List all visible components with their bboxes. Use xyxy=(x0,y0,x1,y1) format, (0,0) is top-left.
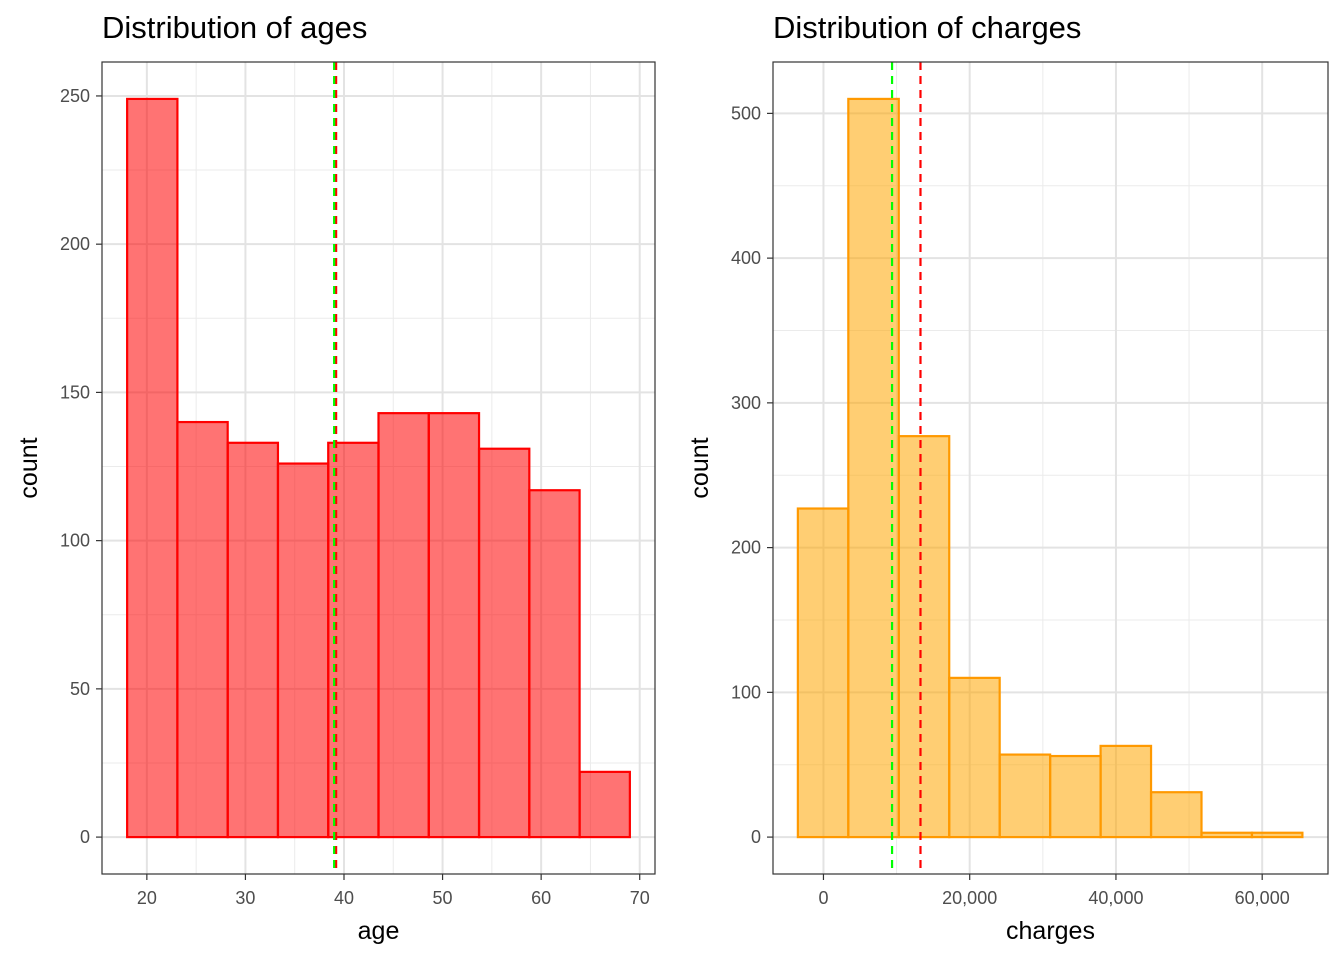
histogram-bar xyxy=(1250,831,1304,839)
histogram-bar xyxy=(578,770,631,839)
y-tick-label: 0 xyxy=(751,827,761,847)
y-tick-label: 500 xyxy=(731,103,761,123)
y-tick-label: 100 xyxy=(60,531,90,551)
y-tick-label: 200 xyxy=(731,538,761,558)
histogram-bar xyxy=(226,441,280,839)
y-axis-label: count xyxy=(15,437,43,498)
x-tick-label: 50 xyxy=(433,888,453,908)
x-tick-label: 30 xyxy=(235,888,255,908)
histogram-bar xyxy=(897,435,951,839)
histogram-bar xyxy=(276,462,330,839)
histogram-bar xyxy=(998,753,1052,839)
plot-frame xyxy=(101,61,656,875)
histogram-bar xyxy=(948,676,1001,839)
x-axis-label: age xyxy=(358,917,400,945)
y-axis-ticks: 0 100 200 300 400 500 xyxy=(731,103,773,847)
chart-title: Distribution of ages xyxy=(102,10,367,45)
plot-frame xyxy=(772,61,1329,875)
y-tick-label: 100 xyxy=(731,682,761,702)
age-histogram-panel: Distribution of ages 20 30 40 50 60 70 0 50 100… xyxy=(15,10,656,945)
histogram-bar xyxy=(427,412,481,839)
x-tick-label: 40,000 xyxy=(1088,888,1143,908)
histogram-bar xyxy=(1149,791,1203,839)
x-tick-label: 20,000 xyxy=(942,888,997,908)
histogram-bar xyxy=(377,412,430,839)
x-tick-label: 40 xyxy=(334,888,354,908)
charges-histogram-panel: Distribution of charges 0 20,000 40,000 60,… xyxy=(686,10,1329,945)
y-tick-label: 250 xyxy=(60,86,90,106)
y-tick-label: 0 xyxy=(80,827,90,847)
x-tick-label: 70 xyxy=(630,888,650,908)
y-tick-label: 200 xyxy=(60,234,90,254)
x-tick-label: 60 xyxy=(531,888,551,908)
y-axis-label: count xyxy=(686,437,714,498)
x-axis-label: charges xyxy=(1006,917,1095,945)
y-tick-label: 400 xyxy=(731,248,761,268)
histogram-bar xyxy=(176,420,229,839)
y-axis-ticks: 0 50 100 150 200 250 xyxy=(60,86,102,847)
histogram-bar xyxy=(796,507,850,839)
reference-lines xyxy=(890,62,922,874)
histogram-bar xyxy=(126,97,179,839)
histogram-bar xyxy=(528,489,581,839)
y-tick-label: 150 xyxy=(60,382,90,402)
bars xyxy=(796,97,1304,839)
x-tick-label: 20 xyxy=(137,888,157,908)
bars xyxy=(126,97,631,839)
y-tick-label: 300 xyxy=(731,393,761,413)
histogram-bar xyxy=(847,97,900,839)
x-axis-ticks: 20 30 40 50 60 70 xyxy=(137,874,650,908)
y-tick-label: 50 xyxy=(70,679,90,699)
x-tick-label: 0 xyxy=(818,888,828,908)
x-tick-label: 60,000 xyxy=(1235,888,1290,908)
histogram-bar xyxy=(477,447,531,839)
histogram-bar xyxy=(1099,744,1153,839)
histogram-bar xyxy=(1049,754,1102,839)
chart-title: Distribution of charges xyxy=(773,10,1081,45)
x-axis-ticks: 0 20,000 40,000 60,000 xyxy=(818,874,1290,908)
histogram-bar xyxy=(1200,831,1254,839)
reference-lines xyxy=(333,62,338,874)
